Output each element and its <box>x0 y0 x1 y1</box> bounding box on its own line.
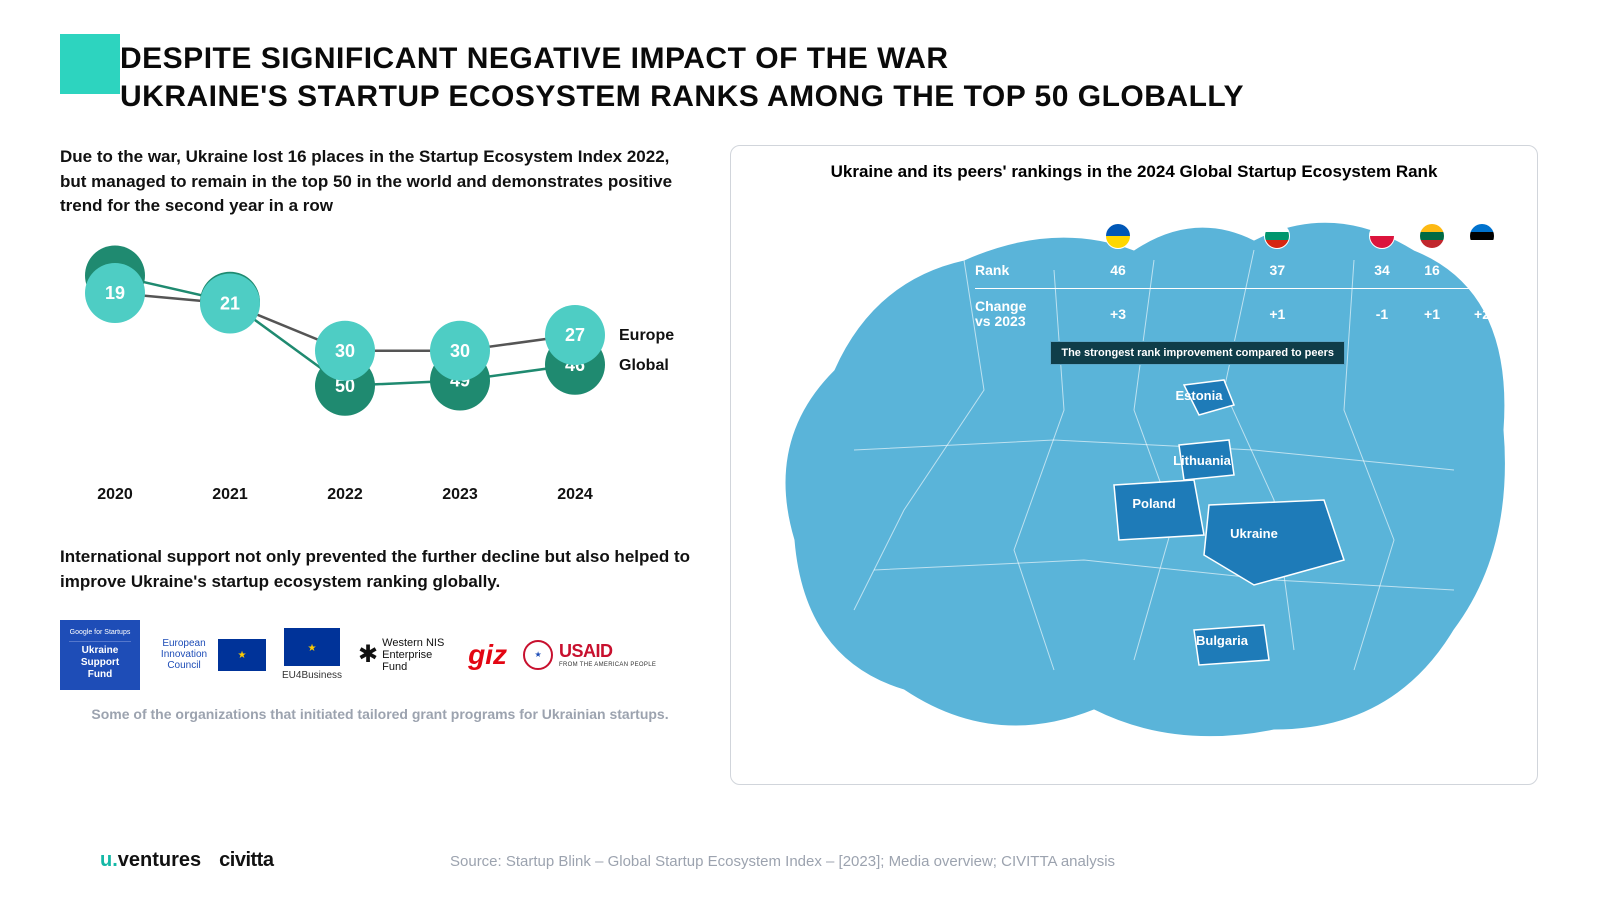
brand-uventures: u.ventures <box>100 849 201 872</box>
svg-text:30: 30 <box>335 341 355 361</box>
logo-wnisef: ✱ Western NIS Enterprise Fund <box>358 637 452 673</box>
source-text: Source: Startup Blink – Global Startup E… <box>450 853 1115 870</box>
rank-table: Rank4637341612Changevs 2023+3+1-1+1+2The… <box>963 218 1507 370</box>
ranking-chart: 2934504946Global1921303027Europe20202021… <box>60 237 700 537</box>
svg-text:Europe: Europe <box>619 327 674 344</box>
svg-text:19: 19 <box>105 283 125 303</box>
svg-text:Bulgaria: Bulgaria <box>1196 633 1249 648</box>
starburst-icon: ✱ <box>358 643 378 667</box>
svg-text:Poland: Poland <box>1132 496 1175 511</box>
logo-giz: giz <box>468 639 507 671</box>
svg-text:2023: 2023 <box>442 486 478 503</box>
usaid-seal-icon: ★ <box>523 640 553 670</box>
page-title: DESPITE SIGNIFICANT NEGATIVE IMPACT OF T… <box>120 40 1538 115</box>
title-line1: DESPITE SIGNIFICANT NEGATIVE IMPACT OF T… <box>120 42 949 75</box>
eu-flag-icon: ⋆ <box>218 639 266 671</box>
svg-text:27: 27 <box>565 325 585 345</box>
brand-civitta: civitta <box>219 849 273 872</box>
svg-text:30: 30 <box>450 341 470 361</box>
svg-text:2024: 2024 <box>557 486 593 503</box>
sponsor-logos: Google for Startups Ukraine Support Fund… <box>60 620 700 689</box>
svg-text:2022: 2022 <box>327 486 363 503</box>
svg-text:Global: Global <box>619 357 669 374</box>
svg-text:Lithuania: Lithuania <box>1173 453 1232 468</box>
chart-intro: Due to the war, Ukraine lost 16 places i… <box>60 145 700 219</box>
footer-brands: u.ventures civitta <box>100 849 273 872</box>
title-line2: UKRAINE'S STARTUP ECOSYSTEM RANKS AMONG … <box>120 80 1244 113</box>
chart-footer: International support not only prevented… <box>60 545 700 594</box>
map-panel: Ukraine and its peers' rankings in the 2… <box>730 145 1538 785</box>
svg-text:Estonia: Estonia <box>1176 388 1224 403</box>
map-title: Ukraine and its peers' rankings in the 2… <box>749 162 1519 182</box>
svg-text:Ukraine: Ukraine <box>1230 526 1278 541</box>
logo-eic: European Innovation Council ⋆ <box>156 638 266 671</box>
svg-text:2020: 2020 <box>97 486 133 503</box>
left-column: Due to the war, Ukraine lost 16 places i… <box>60 145 700 785</box>
svg-text:21: 21 <box>220 293 240 313</box>
right-column: Ukraine and its peers' rankings in the 2… <box>730 145 1538 785</box>
logos-note: Some of the organizations that initiated… <box>60 706 700 722</box>
logo-eu4business: ⋆ EU4Business <box>282 628 342 681</box>
logo-usaid: ★ USAID FROM THE AMERICAN PEOPLE <box>523 640 656 670</box>
svg-text:2021: 2021 <box>212 486 248 503</box>
accent-block <box>60 34 120 94</box>
eu-flag-icon: ⋆ <box>284 628 340 666</box>
logo-google-ukraine-fund: Google for Startups Ukraine Support Fund <box>60 620 140 689</box>
